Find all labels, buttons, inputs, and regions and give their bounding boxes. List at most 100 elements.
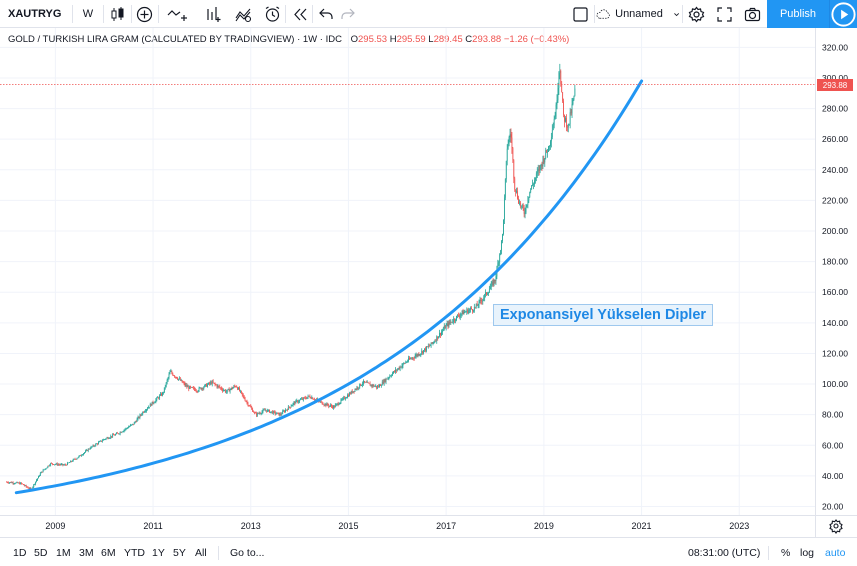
fullscreen-button[interactable] [568,0,592,28]
candle-body [472,309,473,311]
candle-body [322,404,324,405]
candle-body [204,384,206,388]
auto-scale-button[interactable]: auto [825,546,846,559]
range-1d-button[interactable]: 1D [13,546,27,559]
candle-body [116,433,118,434]
candle-body [433,342,435,343]
timezone-button[interactable]: 08:31:00 (UTC) [688,546,761,559]
candle-body [347,395,348,398]
candle-body [387,378,389,380]
expand-button[interactable] [712,0,736,28]
symbol-search[interactable]: XAUTRYG [8,8,62,20]
candle-body [320,401,322,402]
range-3m-button[interactable]: 3M [79,546,94,559]
candle-body [329,405,331,407]
redo-button[interactable] [335,0,359,28]
candle-body [407,361,409,362]
candle-body [506,148,508,161]
settings-button[interactable] [684,0,708,28]
range-1m-button[interactable]: 1M [56,546,71,559]
price-tick-label: 300.00 [822,73,848,83]
legend-title[interactable]: GOLD / TURKISH LIRA GRAM (CALCULATED BY … [8,34,342,45]
range-6m-button[interactable]: 6M [101,546,116,559]
candle-body [371,384,373,387]
compare-button[interactable] [163,0,195,28]
candle-body [368,382,370,384]
candle-body [287,406,289,410]
add-indicator-button[interactable] [132,0,156,28]
candle-body [286,409,288,411]
range-ytd-button[interactable]: YTD [124,546,145,559]
candle-body [563,101,564,115]
candle-body [567,123,569,128]
candle-body [270,411,271,413]
log-scale-button[interactable]: log [800,546,815,559]
candle-body [352,391,354,393]
candle-body [68,462,69,464]
candle-body [526,204,528,206]
candle-body [351,391,353,393]
price-tick-label: 200.00 [822,226,848,236]
chart-type-button[interactable] [105,0,129,28]
candle-body [451,321,453,323]
candle-body [30,488,32,490]
range-5d-button[interactable]: 5D [34,546,48,559]
candle-body [376,385,378,388]
undo-button[interactable] [314,0,338,28]
candle-body [220,387,222,389]
candle-body [94,445,96,447]
price-chart[interactable]: 20.00 40.00 60.00 80.00 100.00 120.00 140.00 16… [0,28,857,537]
interval-button[interactable]: W [82,8,94,20]
alert-button[interactable] [260,0,284,28]
goto-button[interactable]: Go to... [230,546,265,559]
price-axis[interactable]: 20.00 40.00 60.00 80.00 100.00 120.00 140.00 16… [822,42,848,511]
range-1y-button[interactable]: 1Y [152,546,165,559]
bottom-toolbar: 1D 5D 1M 3M 6M YTD 1Y 5Y All Go to... 08… [0,537,857,566]
candle-body [107,437,109,439]
candle-body [23,484,24,486]
candle-body [147,407,149,409]
trend-curve[interactable] [14,79,644,495]
replay-button[interactable] [288,0,312,28]
candle-body [62,463,64,466]
candle-body [40,471,42,474]
candle-body [104,439,106,440]
candle-body [343,397,345,399]
layout-name-button[interactable]: Unnamed [596,0,680,28]
candle-body [272,411,274,414]
range-all-button[interactable]: All [195,546,207,559]
candle-body [49,465,51,466]
candle-body [417,353,419,356]
candle-body [162,392,163,396]
range-5y-button[interactable]: 5Y [173,546,186,559]
snapshot-button[interactable] [740,0,764,28]
percent-scale-button[interactable]: % [781,546,791,559]
publish-button[interactable]: Publish [767,0,829,28]
publish-menu-button[interactable] [829,0,857,28]
indicators-button[interactable] [201,0,225,28]
time-axis[interactable]: 2009 2011 2013 2015 2017 2019 2021 2023 [45,521,749,531]
candle-body [16,482,18,483]
candle-body [410,358,411,360]
candle-body [308,395,310,397]
candle-body [516,191,518,193]
axis-settings-button[interactable] [829,519,843,534]
trend-annotation[interactable]: Exponansiyel Yükselen Dipler [493,304,714,326]
candle-body [350,391,352,394]
candle-body [132,423,134,425]
candle-body [550,137,552,142]
candle-body [164,386,166,388]
candle-body [373,384,375,387]
candle-body [6,482,7,483]
candle-body [437,336,439,339]
candle-body [489,287,491,290]
candle-body [88,448,90,450]
candle-body [484,294,486,298]
candle-body [390,375,392,377]
candle-body [10,482,12,483]
candle-body [98,442,99,445]
toolbar-divider [682,5,683,23]
templates-button[interactable] [231,0,255,28]
candle-body [452,321,454,323]
time-tick-label: 2009 [45,521,65,531]
